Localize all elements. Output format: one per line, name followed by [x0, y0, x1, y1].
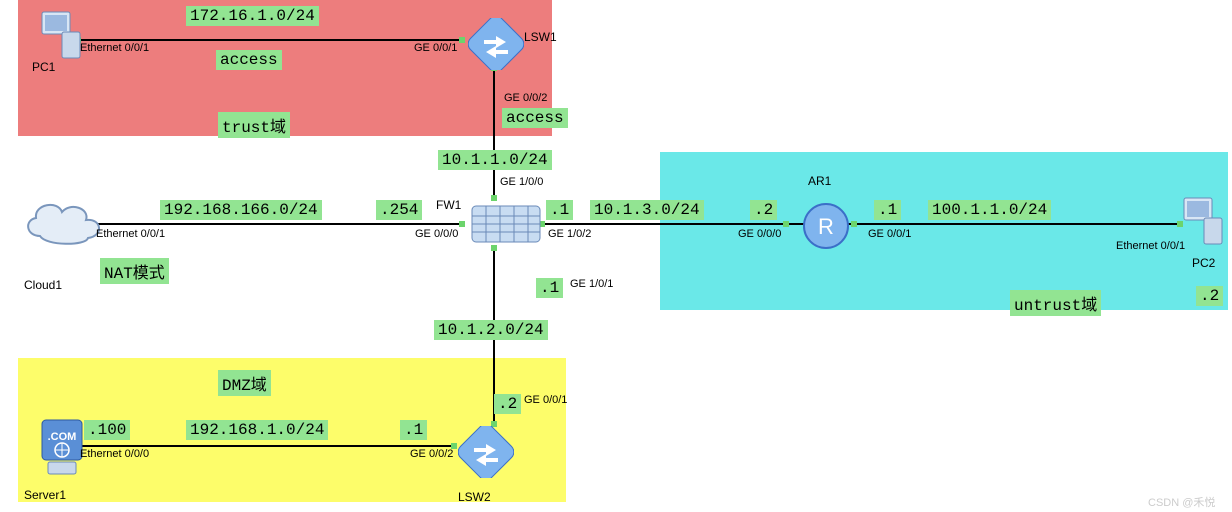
- net-100-1-1-label: 100.1.1.0/24: [928, 200, 1051, 220]
- ar1-icon: R: [798, 200, 854, 257]
- server1-label: Server1: [24, 488, 66, 502]
- fw1-ge10-port: GE 1/0/0: [500, 176, 543, 188]
- lsw2-ge02-port: GE 0/0/2: [410, 448, 453, 460]
- untrust-zone-label: untrust域: [1010, 290, 1101, 316]
- cloud1-label: Cloud1: [24, 278, 62, 292]
- cloud1-icon: [20, 190, 110, 263]
- ip-1d-label: .1: [400, 420, 427, 440]
- ip-2a-label: .2: [750, 200, 777, 220]
- watermark: CSDN @禾悦: [1148, 494, 1215, 510]
- ip-1c-label: .1: [536, 278, 563, 298]
- pc2-eth-port: Ethernet 0/0/1: [1116, 240, 1185, 252]
- svg-text:.COM: .COM: [48, 431, 77, 443]
- fw1-label: FW1: [436, 198, 461, 212]
- lsw1-ge2-port: GE 0/0/2: [504, 92, 547, 104]
- ar1-ge01-port: GE 0/0/1: [868, 228, 911, 240]
- ip-254-label: .254: [376, 200, 422, 220]
- ip-2b-label: .2: [494, 394, 521, 414]
- ip-2c-label: .2: [1196, 286, 1223, 306]
- nat-mode-label: NAT模式: [100, 258, 169, 284]
- ar1-ge00-port: GE 0/0/0: [738, 228, 781, 240]
- pc1-label: PC1: [32, 60, 55, 74]
- pc2-label: PC2: [1192, 256, 1215, 270]
- trust-zone-label: trust域: [218, 112, 290, 138]
- fw1-ge00-port: GE 0/0/0: [415, 228, 458, 240]
- ip-1b-label: .1: [874, 200, 901, 220]
- net-192-168-1-label: 192.168.1.0/24: [186, 420, 328, 440]
- lsw2-ge01-port: GE 0/0/1: [524, 394, 567, 406]
- lsw1-ge1-port: GE 0/0/1: [414, 42, 457, 54]
- lsw2-label: LSW2: [458, 490, 491, 504]
- server1-icon: .COM: [38, 416, 86, 481]
- pc1-eth-port: Ethernet 0/0/1: [80, 42, 149, 54]
- access1-label: access: [216, 50, 282, 70]
- net-10-1-1-label: 10.1.1.0/24: [438, 150, 552, 170]
- pc1-icon: [40, 10, 84, 65]
- lsw1-label: LSW1: [524, 30, 557, 44]
- net-172-label: 172.16.1.0/24: [186, 6, 319, 26]
- ip-1a-label: .1: [546, 200, 573, 220]
- fw1-icon: [466, 200, 546, 253]
- fw1-ge12-port: GE 1/0/2: [548, 228, 591, 240]
- server-eth-port: Ethernet 0/0/0: [80, 448, 149, 460]
- pc2-icon: [1182, 196, 1226, 251]
- fw1-ge11-port: GE 1/0/1: [570, 278, 613, 290]
- lsw1-icon: [468, 18, 524, 75]
- net-10-1-2-label: 10.1.2.0/24: [434, 320, 548, 340]
- ar1-label: AR1: [808, 174, 831, 188]
- cloud-eth-port: Ethernet 0/0/1: [96, 228, 165, 240]
- net-10-1-3-label: 10.1.3.0/24: [590, 200, 704, 220]
- dmz-zone-label: DMZ域: [218, 370, 271, 396]
- svg-text:R: R: [818, 214, 834, 239]
- access2-label: access: [502, 108, 568, 128]
- ip-100-label: .100: [84, 420, 130, 440]
- lsw2-icon: [458, 426, 514, 483]
- net-192-168-166-label: 192.168.166.0/24: [160, 200, 322, 220]
